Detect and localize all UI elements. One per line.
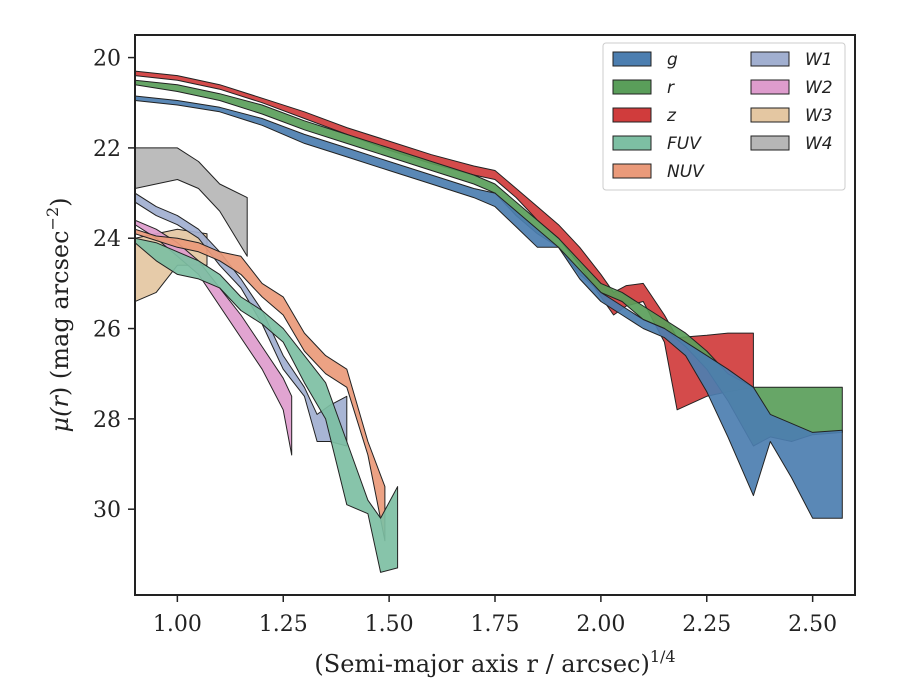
legend-swatch <box>612 163 652 179</box>
x-tick-label: 1.75 <box>471 612 520 637</box>
x-axis-label: (Semi-major axis r / arcsec)1/4 <box>314 647 675 678</box>
legend-item-FUV: FUV <box>612 134 702 154</box>
y-axis-label-prefix: μ( <box>46 407 74 433</box>
y-tick-label: 26 <box>93 318 121 343</box>
legend: grz FUV NUV W1 W2 W3 W4 <box>602 42 846 191</box>
legend-item-W1: W1 <box>750 50 833 70</box>
legend-item-z: z <box>612 106 677 126</box>
y-tick-label: 24 <box>93 227 121 252</box>
y-tick-label: 30 <box>93 498 121 523</box>
y-axis-label-exponent: −2 <box>43 207 62 231</box>
x-axis-label-exponent: 1/4 <box>650 647 676 666</box>
legend-item-NUV: NUV <box>612 162 705 182</box>
legend-item-r: r <box>612 78 675 98</box>
y-axis-label-variable: r <box>46 395 74 408</box>
legend-item-W2: W2 <box>750 78 833 98</box>
band-W4 <box>135 147 248 257</box>
x-tick-label: 2.50 <box>788 612 837 637</box>
legend-label: g <box>667 50 678 70</box>
x-axis-ticks: 1.00 1.25 1.50 1.75 2.00 2.25 2.50 <box>153 595 837 637</box>
x-tick-label: 1.50 <box>365 612 414 637</box>
x-tick-label: 2.25 <box>682 612 731 637</box>
legend-item-W4: W4 <box>750 134 833 154</box>
legend-item-W3: W3 <box>750 106 833 126</box>
legend-items: grz FUV NUV W1 W2 W3 W4 <box>612 50 833 182</box>
legend-swatch <box>612 79 652 95</box>
legend-label: W1 <box>805 50 833 70</box>
legend-label: NUV <box>667 162 705 182</box>
legend-swatch <box>750 107 790 123</box>
band-g <box>135 95 843 519</box>
x-tick-label: 1.25 <box>259 612 308 637</box>
y-axis-ticks: 20 22 24 26 28 30 <box>93 47 135 523</box>
legend-label: W2 <box>805 78 833 98</box>
y-tick-label: 28 <box>93 408 121 433</box>
legend-label: W3 <box>805 106 833 126</box>
legend-swatch <box>750 79 790 95</box>
legend-swatch <box>612 135 652 151</box>
legend-label: W4 <box>805 134 833 154</box>
legend-swatch <box>612 107 652 123</box>
y-tick-label: 22 <box>93 137 121 162</box>
series-bands <box>135 70 843 573</box>
y-axis-label: μ(r) (mag arcsec−2) <box>43 197 74 432</box>
x-tick-label: 1.00 <box>153 612 202 637</box>
y-axis-label-middle: ) (mag arcsec <box>46 230 74 396</box>
legend-label: r <box>667 78 675 98</box>
legend-swatch <box>750 51 790 67</box>
legend-label: z <box>666 106 677 126</box>
band-FUV <box>135 237 399 573</box>
y-axis-label-suffix: ) <box>46 197 74 206</box>
x-tick-label: 2.00 <box>576 612 625 637</box>
y-tick-label: 20 <box>93 47 121 72</box>
legend-swatch <box>750 135 790 151</box>
x-axis-label-text: (Semi-major axis r / arcsec) <box>314 650 649 678</box>
legend-label: FUV <box>667 134 702 154</box>
legend-item-g: g <box>612 50 678 70</box>
legend-swatch <box>612 51 652 67</box>
